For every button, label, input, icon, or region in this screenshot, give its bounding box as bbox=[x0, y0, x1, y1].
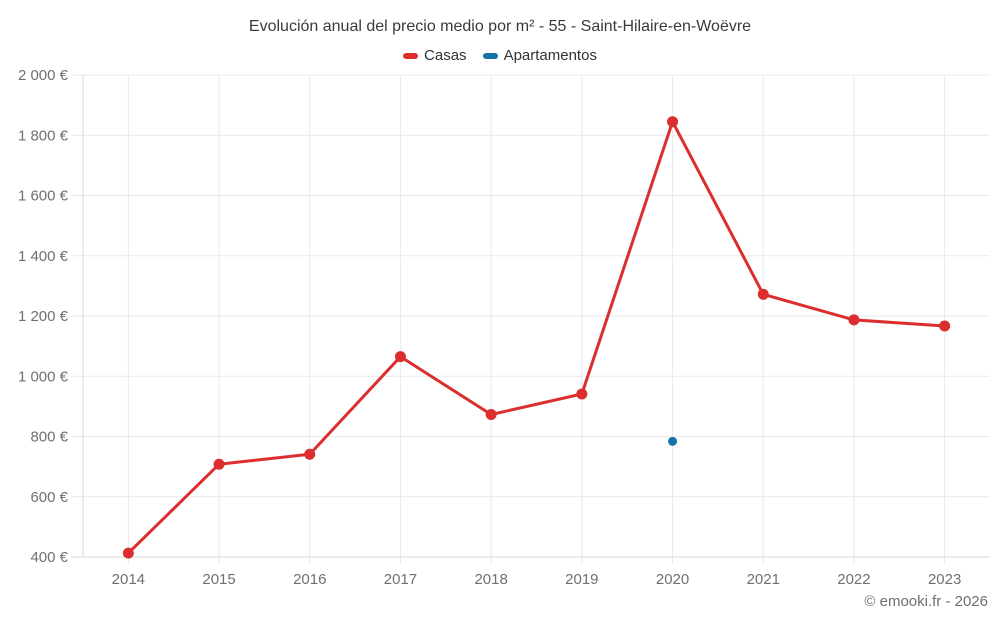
data-point-casas-2014[interactable] bbox=[122, 547, 134, 559]
data-point-casas-2015[interactable] bbox=[213, 458, 225, 470]
data-point-casas-2023[interactable] bbox=[939, 320, 951, 332]
x-axis-tick-label: 2016 bbox=[293, 571, 326, 588]
data-point-casas-2020[interactable] bbox=[667, 116, 679, 128]
y-axis-tick-label: 1 400 € bbox=[18, 248, 69, 265]
series-line-casas bbox=[126, 120, 947, 555]
legend-item-apartamentos[interactable]: Apartamentos bbox=[482, 47, 597, 64]
y-axis-tick-label: 1 600 € bbox=[18, 188, 69, 205]
data-point-apartamentos-2020[interactable] bbox=[668, 436, 678, 446]
x-axis-tick-label: 2015 bbox=[202, 571, 235, 588]
data-point-casas-2017[interactable] bbox=[394, 351, 406, 363]
chart-title: Evolución anual del precio medio por m² … bbox=[248, 18, 752, 35]
chart-legend: Casas Apartamentos bbox=[0, 47, 1000, 64]
y-axis-tick-label: 400 € bbox=[30, 549, 68, 566]
x-axis-tick-label: 2014 bbox=[112, 571, 145, 588]
y-axis-tick-label: 2 000 € bbox=[18, 67, 69, 84]
y-axis-tick-label: 1 200 € bbox=[18, 308, 69, 325]
data-point-casas-2016[interactable] bbox=[304, 448, 316, 460]
x-axis-tick-label: 2020 bbox=[656, 571, 689, 588]
y-axis-tick-label: 1 800 € bbox=[18, 127, 69, 144]
x-axis-tick-label: 2023 bbox=[928, 571, 961, 588]
copyright-credit: © emooki.fr - 2026 bbox=[864, 593, 988, 610]
apartamentos-series-swatch-icon bbox=[482, 52, 498, 59]
legend-label-casas: Casas bbox=[424, 47, 467, 64]
x-axis-tick-label: 2019 bbox=[565, 571, 598, 588]
casas-series-swatch-icon bbox=[403, 52, 419, 59]
x-axis-tick-label: 2018 bbox=[474, 571, 507, 588]
y-axis-tick-label: 800 € bbox=[30, 429, 68, 446]
x-axis-tick-label: 2021 bbox=[747, 571, 780, 588]
data-point-casas-2018[interactable] bbox=[485, 409, 497, 421]
x-axis-tick-label: 2022 bbox=[837, 571, 870, 588]
x-axis-tick-label: 2017 bbox=[384, 571, 417, 588]
data-point-casas-2019[interactable] bbox=[576, 388, 588, 400]
data-point-casas-2021[interactable] bbox=[757, 288, 769, 300]
legend-item-casas[interactable]: Casas bbox=[403, 47, 467, 64]
y-axis-tick-label: 600 € bbox=[30, 489, 68, 506]
legend-label-apartamentos: Apartamentos bbox=[503, 47, 597, 64]
data-point-casas-2022[interactable] bbox=[848, 314, 860, 326]
y-axis-tick-label: 1 000 € bbox=[18, 368, 69, 385]
